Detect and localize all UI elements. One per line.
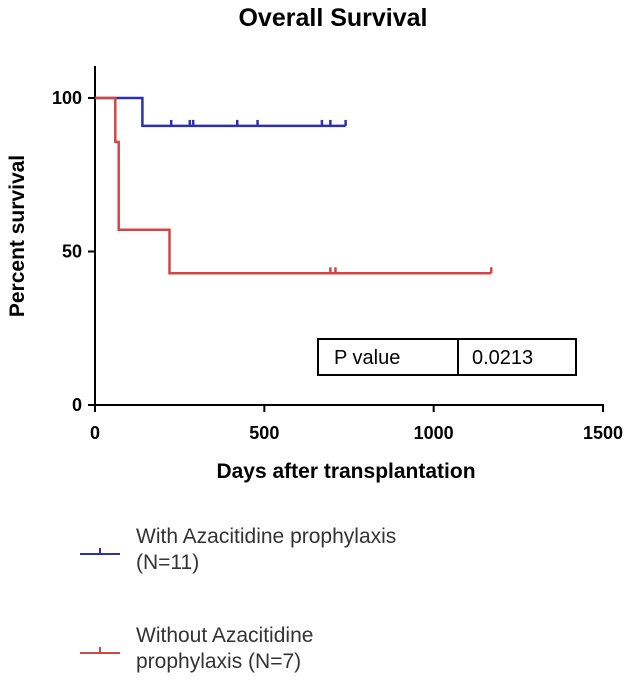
- legend-tick: [99, 647, 101, 653]
- p-value-box: P value 0.0213: [317, 338, 577, 376]
- legend-label-line2: (N=11): [136, 551, 200, 574]
- p-value-label: P value: [334, 347, 400, 369]
- chart-title: Overall Survival: [238, 4, 427, 32]
- x-tick-label: 500: [249, 423, 279, 443]
- x-tick-label: 0: [90, 423, 100, 443]
- y-tick-label: 100: [52, 88, 82, 108]
- x-tick-label: 1000: [414, 423, 454, 443]
- legend-swatch-blue: [80, 548, 120, 560]
- x-axis-label: Days after transplantation: [216, 460, 475, 483]
- p-value-box-border: [317, 338, 577, 376]
- y-tick-label: 50: [62, 242, 82, 262]
- legend-tick: [99, 548, 101, 554]
- legend-label-line2: prophylaxis (N=7): [136, 650, 302, 673]
- p-value-number: 0.0213: [472, 347, 533, 369]
- legend-line: [80, 652, 120, 654]
- x-tick-label: 1500: [583, 423, 623, 443]
- series-layer: [95, 96, 493, 275]
- legend-label-line1: With Azacitidine prophylaxis: [136, 525, 397, 548]
- series-line-1: [95, 96, 492, 275]
- legend-swatch-red: [80, 647, 120, 659]
- survival-chart: Overall Survival Percent survival Days a…: [6, 4, 623, 483]
- legend-label-line1: Without Azacitidine: [136, 624, 314, 647]
- series-line-0: [95, 96, 346, 128]
- legend-line: [80, 553, 120, 555]
- y-tick-label: 0: [72, 395, 82, 415]
- y-axis-label: Percent survival: [6, 155, 29, 317]
